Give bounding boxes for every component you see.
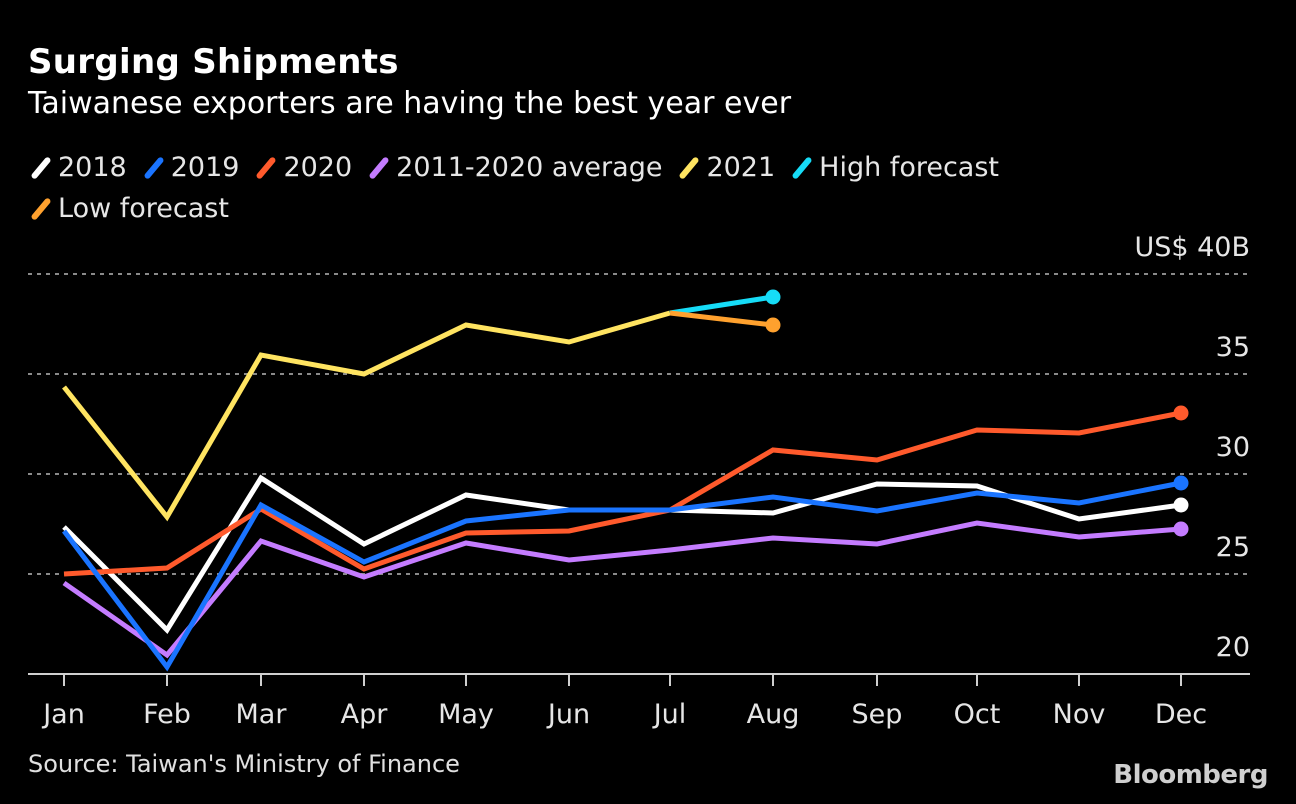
legend-item: 2011-2020 average [366,150,662,186]
legend-item: 2019 [141,150,240,186]
x-tick-label: Jul [652,699,687,730]
x-tick-label: Feb [143,699,191,730]
series-line-high-forecast [669,294,774,316]
x-tick-label: Dec [1155,699,1207,730]
y-tick-label: 30 [1216,432,1250,463]
x-tick-label: Jun [546,699,590,730]
legend-label: 2019 [170,152,240,183]
x-tick-label: Mar [236,699,288,730]
series-end-marker [1173,497,1189,513]
y-tick-label: US$ 40B [1134,232,1250,263]
legend: 2018 2019 2020 2011-2020 average 2021 High fo… [28,150,1128,232]
legend-item: High forecast [789,150,999,186]
chart-subtitle: Taiwanese exporters are having the best … [28,86,792,121]
legend-label: 2021 [706,152,776,183]
series-line-2021 [62,310,671,522]
y-tick-label: 35 [1216,332,1250,363]
x-tick-label: Jan [41,699,85,730]
y-tick-label: 20 [1216,632,1250,663]
legend-item: 2021 [676,150,775,186]
x-tick-label: Aug [747,699,800,730]
x-tick-label: May [438,699,494,730]
x-tick-label: Nov [1053,699,1106,730]
legend-item: 2020 [253,150,352,186]
series-end-marker [765,317,781,333]
series-end-marker [1173,405,1189,421]
series-end-marker [1173,521,1189,537]
legend-label: 2020 [283,152,353,183]
series-end-marker [1173,475,1189,491]
x-tick-label: Oct [954,699,1001,730]
series-line-2020 [63,410,1182,577]
chart-title: Surging Shipments [28,42,399,82]
legend-label: Low forecast [58,193,229,224]
source-note: Source: Taiwan's Ministry of Finance [28,750,460,778]
series-line-low-forecast [669,310,774,328]
legend-label: High forecast [819,152,999,183]
series-line-2011-2020-average [62,520,1182,659]
x-tick-label: Sep [852,699,903,730]
bloomberg-logo: Bloomberg [1113,760,1268,790]
legend-label: 2011-2020 average [396,152,663,183]
legend-item: Low forecast [28,191,229,227]
series-end-marker [765,289,781,305]
x-tick-label: Apr [341,699,389,730]
series-line-2019 [62,480,1182,672]
y-tick-label: 25 [1216,532,1250,563]
legend-label: 2018 [58,152,127,183]
legend-item: 2018 [28,150,127,186]
